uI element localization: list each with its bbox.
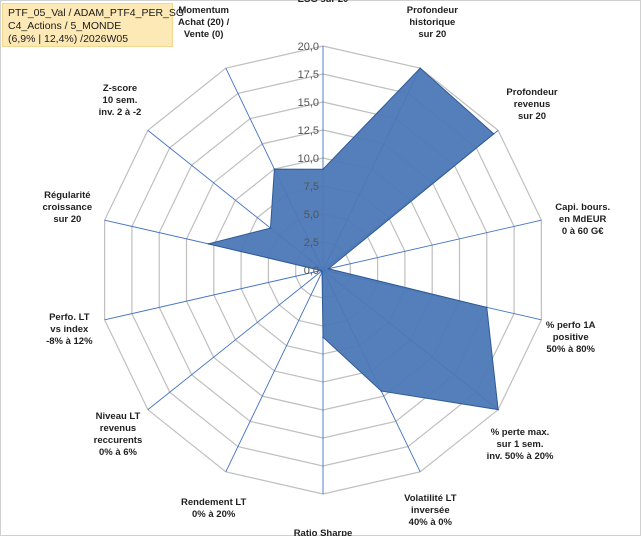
axis-label: % perte max. sur 1 sem. inv. 50% à 20% — [487, 427, 554, 462]
data-point — [485, 306, 488, 309]
tick-label: 5,0 — [304, 209, 319, 221]
info-line-3: (6,9% | 12,4%) /2026W05 — [8, 33, 129, 45]
tick-label: 17,5 — [298, 69, 319, 81]
axis-label: Ratio Sharpe0 à 1 — [294, 528, 353, 536]
axis-label: NoteESG sur 20 — [298, 0, 349, 5]
data-point — [492, 133, 495, 135]
data-point — [320, 269, 322, 272]
tick-label: 10,0 — [298, 153, 319, 165]
axis-label: Z-score 10 sem. inv. 2 à -2 — [99, 83, 142, 118]
data-point — [269, 227, 272, 229]
axis-label: Niveau LT revenus reccurents 0% à 6% — [94, 411, 143, 458]
axis-label: Régularité croissance sur 20 — [42, 190, 92, 225]
axis-spoke — [322, 219, 542, 271]
axis-label: Perfo. LT vs index -8% à 12% — [46, 312, 93, 347]
axis-label: Capi. bours. en MdEUR 0 à 60 G€ — [555, 202, 610, 237]
axis-spoke — [147, 269, 324, 411]
data-point — [322, 336, 324, 339]
data-point — [322, 168, 324, 170]
axis-label: Momentum Achat (20) / Vente (0) — [178, 5, 230, 40]
axis-label: % perfo 1A positive 50% à 80% — [546, 320, 596, 355]
tick-label: 15,0 — [298, 97, 319, 109]
data-point — [419, 67, 421, 69]
info-line-1: PTF_05_Val / ADAM_PTF4_PER_SG — [8, 7, 185, 19]
portfolio-info-box: PTF_05_Val / ADAM_PTF4_PER_SG C4_Actions… — [2, 3, 185, 47]
axis-spoke — [104, 269, 324, 321]
data-point — [327, 267, 330, 270]
axis-label: Rendement LT 0% à 20% — [181, 497, 246, 520]
tick-label: 20,0 — [298, 41, 319, 53]
tick-label: 2,5 — [304, 237, 319, 249]
tick-label: 7,5 — [304, 181, 319, 193]
series-area — [208, 67, 499, 411]
data-point — [273, 168, 276, 170]
tick-label: 12,5 — [298, 125, 319, 137]
data-point — [207, 243, 210, 245]
data-point — [380, 390, 383, 392]
axis-label: Profondeur revenus sur 20 — [506, 87, 557, 122]
data-point — [497, 408, 499, 411]
info-line-2: C4_Actions / 5_MONDE — [8, 20, 122, 32]
axis-label: Profondeur historique sur 20 — [407, 5, 458, 40]
axis-spoke — [225, 269, 324, 473]
tick-label: 0,0 — [304, 265, 319, 277]
axis-label: Volatilité LT inversée 40% à 0% — [404, 493, 457, 528]
